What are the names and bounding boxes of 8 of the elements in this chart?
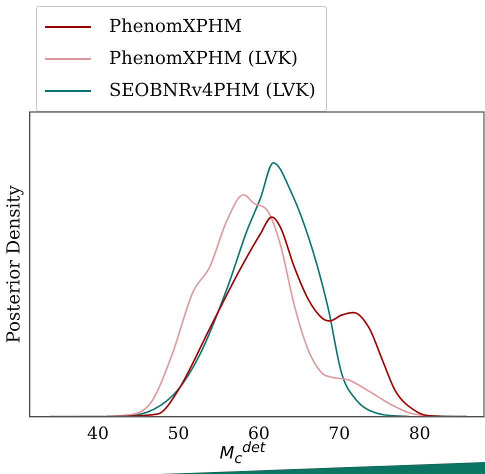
- legend-label: PhenomXPHM: [109, 15, 242, 39]
- x-tick-label: 70: [328, 424, 350, 444]
- y-axis-title: Posterior Density: [3, 184, 24, 344]
- legend-label: PhenomXPHM (LVK): [109, 47, 298, 71]
- x-tick-label: 40: [87, 424, 109, 444]
- x-tick-label: 50: [168, 424, 190, 444]
- legend-label: SEOBNRv4PHM (LVK): [109, 79, 316, 103]
- x-tick-label: 80: [408, 424, 430, 444]
